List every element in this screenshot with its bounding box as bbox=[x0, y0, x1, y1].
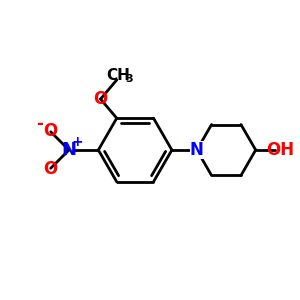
Text: O: O bbox=[93, 90, 108, 108]
Text: O: O bbox=[43, 160, 57, 178]
Text: +: + bbox=[71, 135, 83, 149]
Text: 3: 3 bbox=[125, 74, 133, 84]
Text: N: N bbox=[190, 141, 204, 159]
Text: -: - bbox=[36, 115, 43, 133]
Text: CH: CH bbox=[106, 68, 130, 83]
Text: N: N bbox=[61, 141, 76, 159]
Text: O: O bbox=[43, 122, 57, 140]
Text: OH: OH bbox=[266, 141, 294, 159]
